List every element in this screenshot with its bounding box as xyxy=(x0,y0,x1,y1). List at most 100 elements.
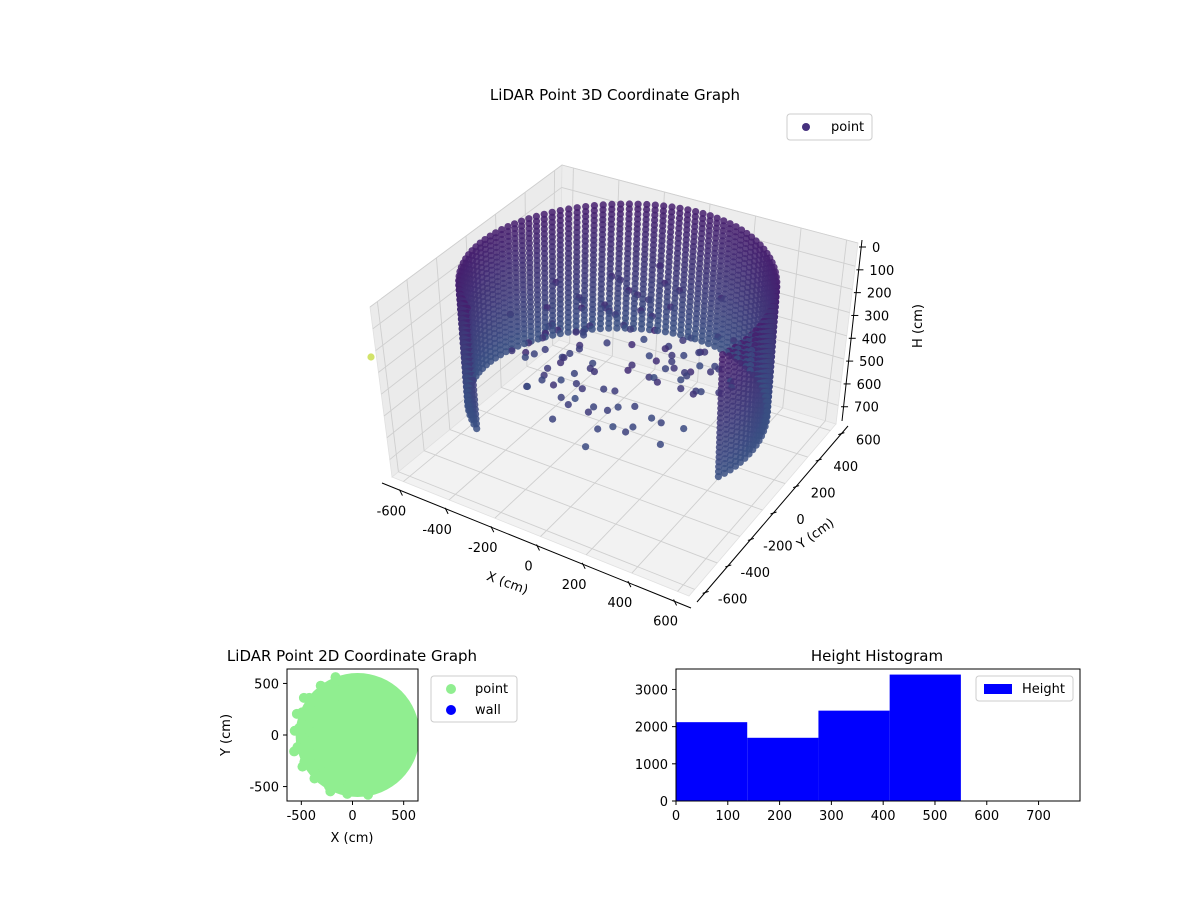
chart-3d-point xyxy=(556,270,564,279)
histogram-xtick-label: 0 xyxy=(672,809,680,824)
chart-3d-point xyxy=(615,255,623,263)
chart-2d-legend-point-marker xyxy=(446,684,456,694)
chart-3d-gridline-y xyxy=(398,471,695,590)
chart-3d-ytick xyxy=(792,485,800,489)
chart-3d-gridline-x xyxy=(782,227,802,408)
chart-3d-point xyxy=(609,423,617,431)
chart-3d-point xyxy=(677,385,685,393)
chart-3d-point xyxy=(589,251,598,259)
chart-3d-point xyxy=(717,345,725,353)
chart-3d-point xyxy=(523,382,532,391)
chart-3d-point xyxy=(548,248,556,256)
chart-3d-point xyxy=(691,335,699,343)
histogram-legend-label: Height xyxy=(1022,682,1065,697)
chart-3d-point xyxy=(623,269,631,278)
chart-3d-point xyxy=(607,220,616,228)
chart-3d-point xyxy=(628,361,636,369)
chart-3d-point xyxy=(683,372,691,380)
histogram-bar xyxy=(747,737,819,801)
chart-3d-point xyxy=(645,352,653,360)
chart-2d-ytick-label: 0 xyxy=(271,729,279,744)
chart-3d-point xyxy=(668,351,676,359)
chart-3d-point xyxy=(720,469,729,477)
chart-3d-point xyxy=(541,345,549,354)
chart-3d-point xyxy=(549,331,557,339)
chart-3d-point xyxy=(565,225,573,233)
chart-3d-point xyxy=(598,235,607,244)
chart-3d-point xyxy=(630,304,638,313)
chart-2d-ytick-label: -500 xyxy=(249,781,279,796)
chart-3d-point xyxy=(597,310,605,318)
chart-3d-point xyxy=(625,215,633,223)
chart-3d-point xyxy=(611,387,619,395)
chart-3d-point xyxy=(654,327,662,335)
chart-3d-point xyxy=(706,212,714,220)
chart-3d-xtick-label: -600 xyxy=(377,505,407,520)
chart-3d-xtick xyxy=(444,507,449,515)
chart-2d-xtick-label: 0 xyxy=(348,809,356,824)
chart-3d-point xyxy=(598,265,606,273)
chart-3d-gridline-y xyxy=(406,279,425,451)
histogram-xtick-label: 100 xyxy=(715,809,740,824)
chart-3d-ztick-label: 200 xyxy=(867,287,892,302)
chart-3d-point xyxy=(573,209,581,217)
histogram-ticks: 0 100 200 300 400 500 600 700 0 1000 2000 3000 xyxy=(635,683,1051,824)
chart-3d-point xyxy=(653,378,662,386)
chart-3d-point xyxy=(736,251,744,259)
chart-3d-point xyxy=(600,385,608,393)
histogram-bars xyxy=(676,674,961,801)
chart-3d-point xyxy=(581,242,589,250)
chart-3d-xtick xyxy=(627,580,632,588)
histogram-legend-marker xyxy=(984,684,1012,694)
chart-3d-point xyxy=(557,359,565,367)
chart-3d-point xyxy=(689,390,697,398)
chart-3d-ytick-label: -400 xyxy=(741,566,771,581)
chart-3d-point xyxy=(589,286,597,294)
chart-3d-xtick xyxy=(581,562,586,570)
chart-3d-point xyxy=(570,369,579,378)
chart-3d-point xyxy=(661,345,669,353)
chart-3d-point xyxy=(544,364,552,372)
chart-3d-point xyxy=(573,228,581,236)
chart-3d-point xyxy=(606,289,614,298)
chart-3d-xtick xyxy=(398,489,403,496)
chart-3d-gridline-y xyxy=(376,301,399,472)
chart-3d-point xyxy=(590,202,599,210)
chart-3d-ytick xyxy=(838,432,845,436)
chart-3d-ztick-label: 700 xyxy=(854,401,879,416)
chart-3d-point xyxy=(548,213,556,221)
histogram-ytick-label: 1000 xyxy=(635,758,668,773)
chart-3d-point xyxy=(680,351,688,360)
chart-3d-point xyxy=(541,254,549,262)
chart-3d-point xyxy=(640,335,648,343)
histogram-title: Height Histogram xyxy=(811,647,943,665)
chart-3d-point xyxy=(556,315,564,323)
chart-3d-point xyxy=(573,243,581,251)
chart-3d-point xyxy=(613,304,622,312)
chart-3d-point xyxy=(596,320,605,328)
chart-3d-point xyxy=(626,325,635,333)
chart-3d-point xyxy=(695,349,703,357)
chart-2d-xlabel: X (cm) xyxy=(331,831,374,846)
chart-2d-point xyxy=(330,672,341,683)
chart-2d-point xyxy=(309,773,320,784)
chart-3d-xtick-label: 0 xyxy=(524,560,532,575)
chart-3d-point xyxy=(572,273,581,281)
chart-3d-point xyxy=(624,366,632,374)
chart-3d-point xyxy=(669,329,677,337)
chart-3d-title: LiDAR Point 3D Coordinate Graph xyxy=(490,86,740,104)
chart-3d-point xyxy=(599,226,607,234)
chart-3d-gridline-x xyxy=(824,239,848,421)
chart-3d-point xyxy=(575,345,584,353)
chart-2d-xtick-label: 500 xyxy=(391,809,416,824)
chart-3d-point xyxy=(714,473,723,481)
histogram-bar xyxy=(818,710,890,801)
chart-3d-point xyxy=(599,206,607,214)
histogram-xtick-label: 200 xyxy=(767,809,792,824)
chart-3d-point xyxy=(581,281,589,290)
chart-3d-point xyxy=(607,250,615,258)
chart-3d-ztick-label: 100 xyxy=(869,264,894,279)
chart-3d-point xyxy=(590,236,598,244)
chart-3d-legend-label: point xyxy=(831,120,864,135)
chart-3d-ztick-label: 400 xyxy=(862,332,887,347)
